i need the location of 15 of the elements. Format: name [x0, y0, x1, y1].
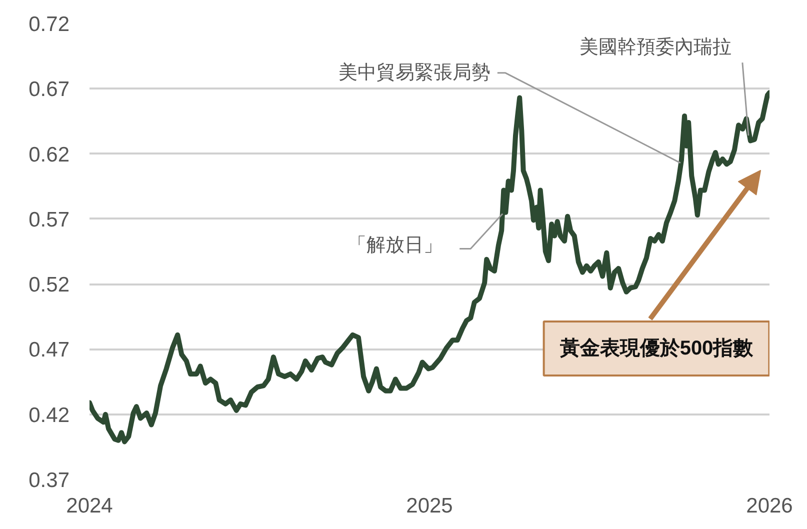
x-tick-label: 2026 — [746, 494, 793, 518]
y-tick-label: 0.57 — [28, 208, 70, 232]
y-tick-label: 0.42 — [28, 404, 70, 427]
y-tick-label: 0.52 — [28, 274, 70, 297]
annotation: 美國幹預委內瑞拉 — [579, 36, 732, 58]
y-tick-label: 0.37 — [28, 469, 70, 492]
x-tick-label: 2025 — [406, 494, 453, 518]
y-tick-label: 0.67 — [28, 78, 70, 102]
x-tick-label: 2024 — [66, 494, 114, 518]
annotation: 黃金表現優於500指數 — [558, 336, 754, 360]
y-tick-label: 0.72 — [28, 13, 70, 36]
y-tick-label: 0.62 — [28, 143, 70, 166]
annotation: 「解放日」 — [348, 235, 443, 256]
y-tick-label: 0.47 — [28, 338, 70, 362]
annotation: 美中貿易緊張局勢 — [338, 61, 490, 84]
